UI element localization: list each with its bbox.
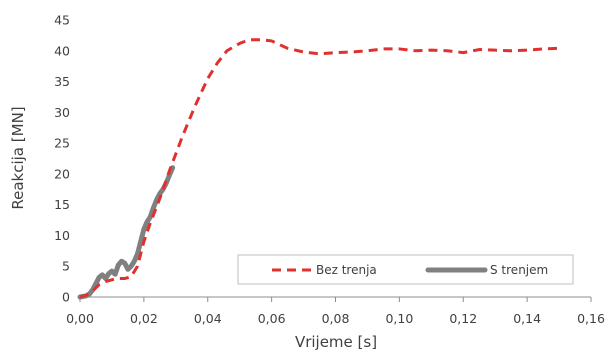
x-tick-label: 0,08	[322, 311, 350, 326]
series-layer	[77, 38, 560, 300]
y-tick-label: 5	[62, 259, 70, 274]
legend-label-s-trenjem: S trenjem	[490, 263, 548, 277]
x-axis-title: Vrijeme [s]	[295, 333, 377, 351]
y-tick-label: 40	[54, 43, 70, 58]
series-line-s-trenjem	[77, 165, 176, 300]
y-axis-title: Reakcija [MN]	[9, 106, 27, 209]
legend-label-bez-trenja: Bez trenja	[316, 263, 377, 277]
x-tick-label: 0,16	[577, 311, 605, 326]
x-tick-label: 0,14	[513, 311, 541, 326]
x-tick-label: 0,04	[194, 311, 222, 326]
y-tick-label: 30	[54, 105, 70, 120]
x-tick-label: 0,06	[258, 311, 286, 326]
y-tick-label: 15	[54, 197, 70, 212]
y-tick-label: 20	[54, 166, 70, 181]
legend: Bez trenja S trenjem	[237, 254, 574, 285]
y-tick-label: 25	[54, 136, 70, 151]
x-tick-label: 0,12	[449, 311, 477, 326]
x-tick-label: 0,00	[66, 311, 94, 326]
y-tick-label: 0	[62, 290, 70, 305]
x-tick-label: 0,02	[130, 311, 158, 326]
series-line-bez-trenja	[79, 38, 560, 299]
axes: 0,00 0,02 0,04 0,06 0,08 0,10 0,12 0,14 0,16 0 5 10…	[54, 13, 605, 327]
x-tick-label: 0,10	[385, 311, 413, 326]
y-tick-label: 10	[54, 228, 70, 243]
y-tick-label: 45	[54, 13, 70, 28]
y-tick-label: 35	[54, 74, 70, 89]
